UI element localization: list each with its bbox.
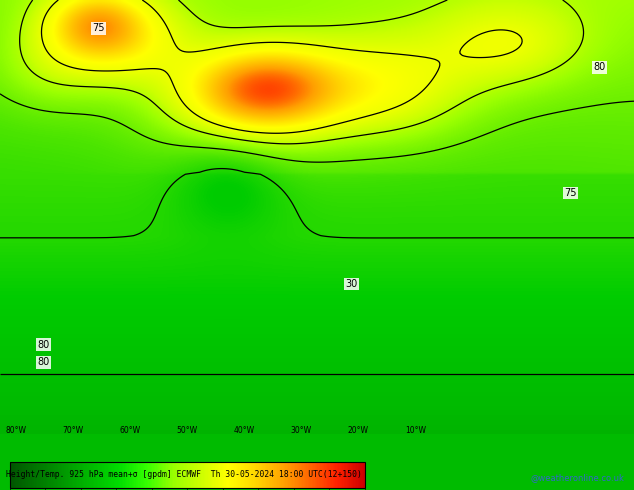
Text: 50°W: 50°W bbox=[176, 425, 198, 435]
Text: 10°W: 10°W bbox=[404, 425, 426, 435]
Text: 75: 75 bbox=[564, 188, 577, 198]
Text: 70°W: 70°W bbox=[62, 425, 84, 435]
Text: 80°W: 80°W bbox=[5, 425, 27, 435]
Text: @weatheronline.co.uk: @weatheronline.co.uk bbox=[531, 473, 624, 482]
Text: 80: 80 bbox=[37, 340, 49, 350]
Text: 20°W: 20°W bbox=[347, 425, 369, 435]
Text: 75: 75 bbox=[92, 23, 105, 33]
Text: 40°W: 40°W bbox=[233, 425, 255, 435]
Text: 30: 30 bbox=[346, 279, 358, 289]
Text: 60°W: 60°W bbox=[119, 425, 141, 435]
Text: Height/Temp. 925 hPa mean+σ [gpdm] ECMWF  Th 30-05-2024 18:00 UTC(12+150): Height/Temp. 925 hPa mean+σ [gpdm] ECMWF… bbox=[6, 470, 362, 479]
Text: 80: 80 bbox=[593, 62, 605, 72]
Text: 80: 80 bbox=[37, 357, 49, 367]
Text: 30°W: 30°W bbox=[290, 425, 312, 435]
